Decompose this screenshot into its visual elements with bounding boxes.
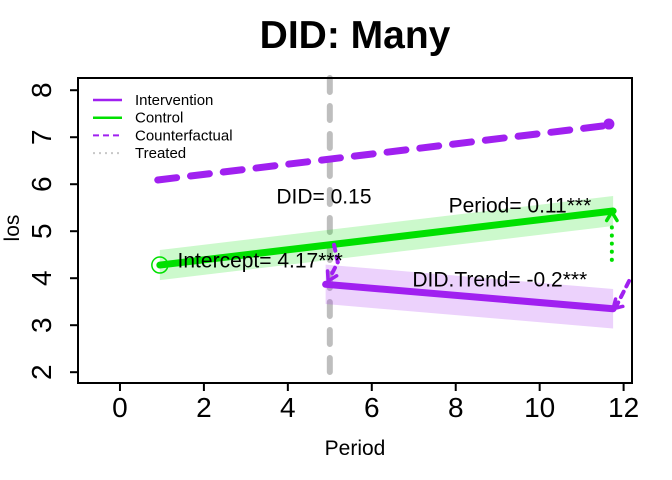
- x-tick-label: 0: [112, 392, 128, 423]
- effect-arrow-1: [614, 279, 632, 307]
- effect-arrow-2-head: [326, 274, 339, 283]
- annotation-3: DID.Trend= -0.2***: [412, 269, 587, 292]
- legend-label-treated: Treated: [135, 145, 186, 162]
- y-tick-label: 8: [26, 82, 57, 98]
- x-tick-label: 8: [448, 392, 464, 423]
- x-tick-label: 4: [280, 392, 296, 423]
- annotation-2: Intercept= 4.17***: [178, 249, 343, 272]
- y-tick-label: 4: [26, 270, 57, 286]
- annotation-1: Period= 0.11***: [449, 194, 592, 217]
- y-axis-label: los: [1, 214, 24, 242]
- legend-label-counterfactual: Counterfactual: [135, 127, 233, 144]
- annotation-0: DID= 0.15: [276, 185, 371, 208]
- control-line: [156, 207, 617, 269]
- y-tick-label: 2: [26, 364, 57, 380]
- x-tick-label: 2: [196, 392, 212, 423]
- legend-label-control: Control: [135, 110, 183, 127]
- y-tick-label: 3: [26, 317, 57, 333]
- counterfactual-line: [154, 121, 615, 184]
- intervention-line: [322, 280, 617, 313]
- control-start-marker: [151, 256, 169, 274]
- x-tick-label: 6: [364, 392, 380, 423]
- counterfactual-end-marker: [603, 118, 615, 130]
- x-tick-label: 12: [608, 392, 639, 423]
- x-axis-label: Period: [324, 437, 386, 460]
- effect-arrow-2: [329, 242, 340, 278]
- y-tick-label: 5: [26, 223, 57, 239]
- x-tick-label: 10: [524, 392, 555, 423]
- legend-label-intervention: Intervention: [135, 92, 213, 109]
- chart-title: DID: Many: [259, 14, 451, 57]
- y-tick-label: 6: [26, 176, 57, 192]
- effect-arrow-0-head: [604, 210, 614, 223]
- y-tick-label: 7: [26, 129, 57, 145]
- effect-arrow-1-head: [611, 304, 625, 311]
